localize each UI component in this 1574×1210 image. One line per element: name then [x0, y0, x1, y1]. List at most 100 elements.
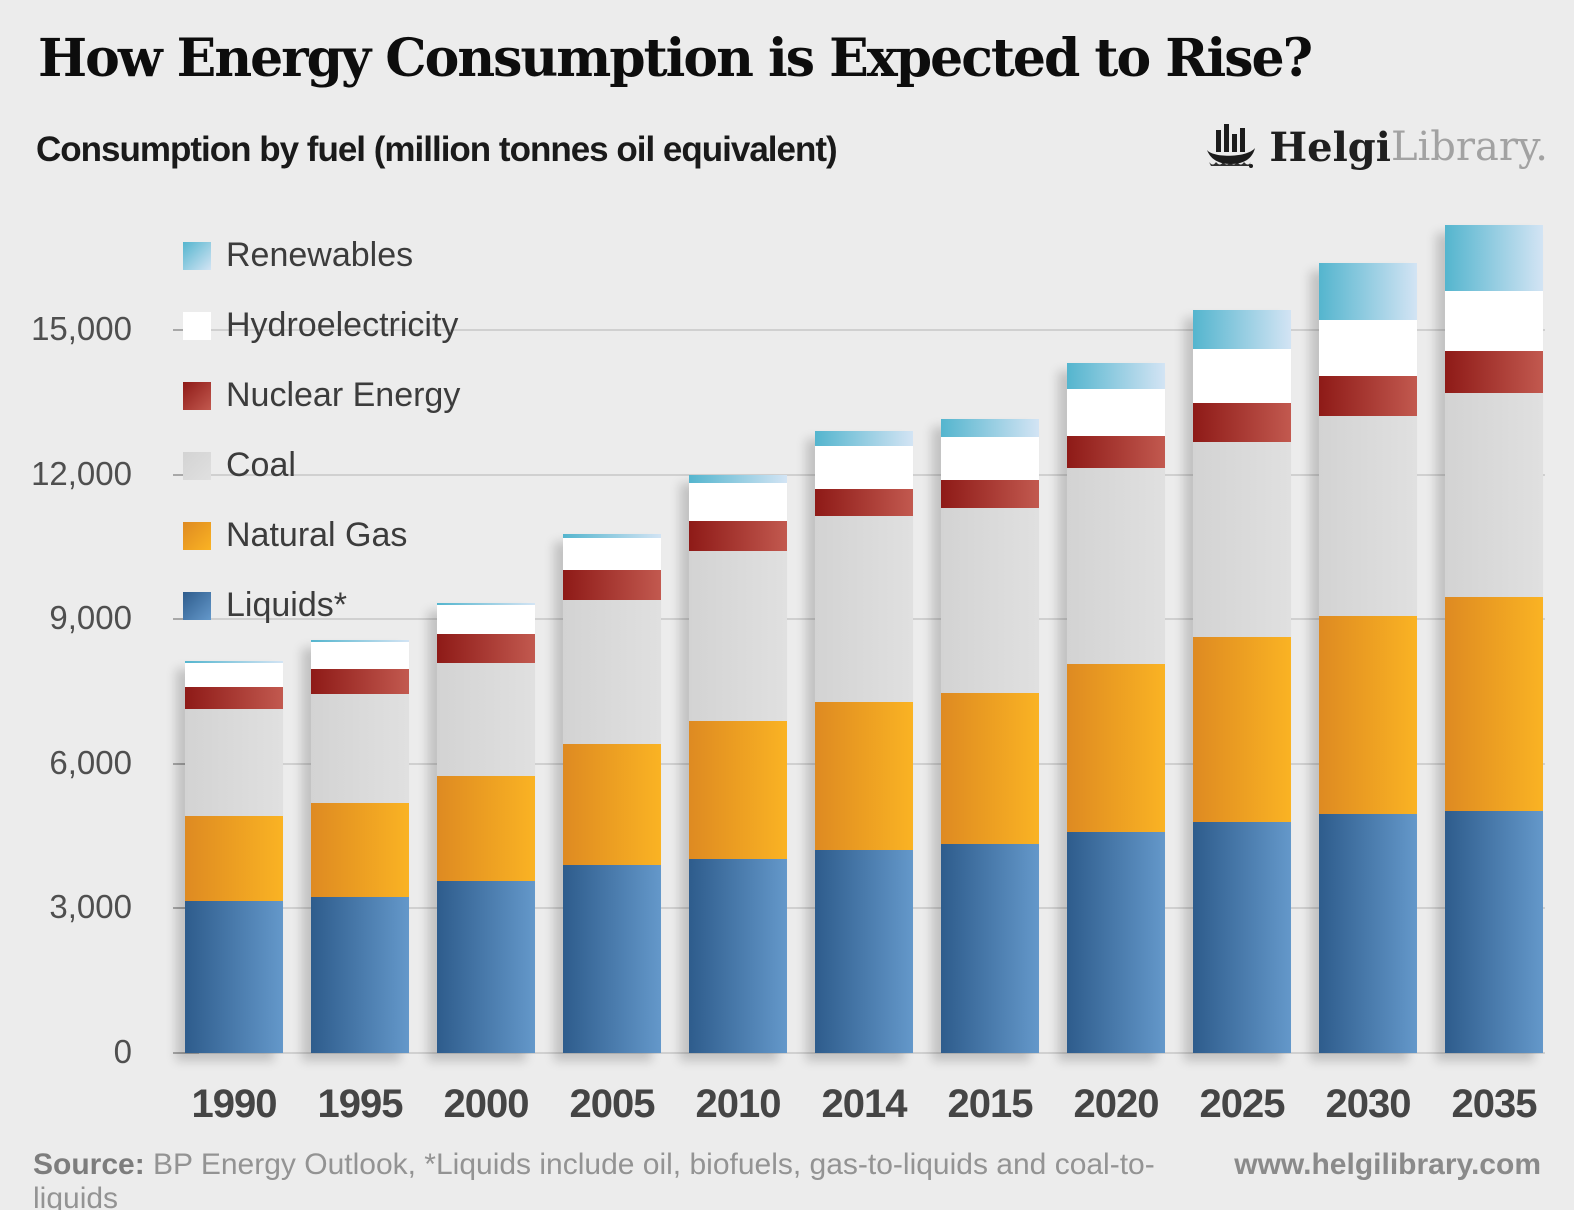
segment-coal-2020 [1067, 468, 1165, 664]
legend-label-hydro: Hydroelectricity [226, 306, 459, 344]
x-axis-label-2015: 2015 [947, 1082, 1034, 1126]
legend-item-hydro: Hydroelectricity [183, 306, 458, 345]
segment-gas-2010 [689, 720, 787, 859]
x-axis-label-2020: 2020 [1073, 1082, 1160, 1126]
segment-renewables-2020 [1067, 362, 1165, 389]
y-axis-label: 0 [113, 1033, 132, 1070]
x-axis-label-1995: 1995 [317, 1082, 404, 1126]
legend-swatch-coal [183, 451, 211, 480]
legend-swatch-renewables [183, 241, 211, 270]
helgi-library-logo: Helgi Library. [1203, 122, 1548, 172]
logo-text-library: Library. [1390, 124, 1548, 170]
legend-item-nuclear: Nuclear Energy [183, 376, 460, 415]
segment-coal-2010 [689, 550, 787, 721]
segment-hydro-2015 [941, 436, 1039, 480]
bar-2005 [563, 533, 661, 1053]
legend-item-coal: Coal [183, 446, 296, 485]
legend-swatch-hydro [183, 311, 211, 340]
segment-coal-2000 [437, 662, 535, 777]
segment-coal-1995 [311, 694, 409, 804]
legend-label-gas: Natural Gas [226, 516, 408, 554]
y-axis-label: 6,000 [49, 743, 132, 781]
page-title: How Energy Consumption is Expected to Ri… [38, 28, 1313, 89]
gridline-15000 [173, 329, 1545, 331]
source-note: Source: BP Energy Outlook, *Liquids incl… [33, 1148, 1214, 1210]
segment-hydro-2010 [689, 482, 787, 521]
segment-nuclear-1990 [185, 686, 283, 709]
legend-swatch-gas [183, 521, 211, 550]
segment-gas-2014 [815, 702, 913, 851]
segment-coal-2014 [815, 516, 913, 703]
segment-hydro-2000 [437, 605, 535, 635]
segment-gas-1995 [311, 803, 409, 897]
segment-gas-2000 [437, 776, 535, 881]
bar-2030 [1319, 263, 1417, 1053]
segment-hydro-2025 [1193, 349, 1291, 403]
segment-renewables-1995 [311, 639, 409, 643]
y-axis-label: 9,000 [49, 599, 132, 637]
segment-liquids-1995 [311, 896, 409, 1053]
legend-item-liquids: Liquids* [183, 586, 347, 625]
segment-gas-2035 [1445, 596, 1543, 811]
segment-hydro-2014 [815, 446, 913, 489]
segment-renewables-2010 [689, 474, 787, 483]
bar-1995 [311, 639, 409, 1053]
y-axis-label: 3,000 [49, 888, 132, 926]
x-axis-label-1990: 1990 [191, 1082, 278, 1126]
segment-nuclear-2000 [437, 634, 535, 663]
bar-2010 [689, 474, 787, 1053]
segment-coal-2030 [1319, 416, 1417, 617]
bar-2014 [815, 431, 913, 1053]
segment-nuclear-2005 [563, 569, 661, 600]
bar-2000 [437, 602, 535, 1053]
segment-nuclear-2015 [941, 479, 1039, 509]
x-axis-label-2014: 2014 [821, 1082, 908, 1126]
segment-liquids-2010 [689, 858, 787, 1053]
y-axis-label: 12,000 [31, 454, 132, 492]
segment-liquids-2015 [941, 844, 1039, 1053]
footer: Source: BP Energy Outlook, *Liquids incl… [33, 1148, 1541, 1210]
legend-swatch-nuclear [183, 381, 211, 410]
x-axis-label-2005: 2005 [569, 1082, 656, 1126]
x-axis-label-2025: 2025 [1199, 1082, 1286, 1126]
segment-hydro-2030 [1319, 320, 1417, 376]
segment-renewables-2014 [815, 431, 913, 447]
segment-liquids-2035 [1445, 810, 1543, 1053]
segment-renewables-2000 [437, 602, 535, 606]
segment-nuclear-2010 [689, 520, 787, 551]
x-axis-label-2000: 2000 [443, 1082, 530, 1126]
legend-label-renewables: Renewables [226, 236, 414, 274]
website-url: www.helgilibrary.com [1234, 1148, 1541, 1181]
x-axis-label-2030: 2030 [1325, 1082, 1412, 1126]
y-axis-label: 15,000 [31, 310, 132, 347]
legend-item-renewables: Renewables [183, 236, 413, 275]
segment-nuclear-2014 [815, 488, 913, 517]
bar-2025 [1193, 310, 1291, 1053]
legend-label-liquids: Liquids* [226, 586, 347, 624]
segment-nuclear-2030 [1319, 375, 1417, 417]
segment-coal-2025 [1193, 441, 1291, 638]
segment-hydro-1995 [311, 642, 409, 670]
segment-liquids-2025 [1193, 821, 1291, 1053]
segment-hydro-2035 [1445, 291, 1543, 351]
segment-gas-2025 [1193, 637, 1291, 822]
segment-coal-2035 [1445, 392, 1543, 597]
segment-gas-2015 [941, 693, 1039, 845]
legend-label-nuclear: Nuclear Energy [226, 376, 461, 414]
segment-hydro-2020 [1067, 388, 1165, 437]
source-label: Source: [33, 1148, 145, 1181]
viking-ship-chart-icon [1207, 124, 1256, 168]
segment-coal-2005 [563, 599, 661, 744]
bar-1990 [185, 661, 283, 1053]
logo-text-helgi: Helgi [1269, 123, 1391, 171]
segment-nuclear-2025 [1193, 402, 1291, 442]
x-axis-label-2010: 2010 [695, 1082, 782, 1126]
segment-renewables-1990 [185, 661, 283, 664]
y-axis-tick-0 [173, 1052, 199, 1054]
bar-2015 [941, 419, 1039, 1053]
segment-nuclear-1995 [311, 669, 409, 695]
segment-liquids-2000 [437, 880, 535, 1053]
legend-swatch-liquids [183, 591, 211, 620]
bar-2035 [1445, 225, 1543, 1053]
